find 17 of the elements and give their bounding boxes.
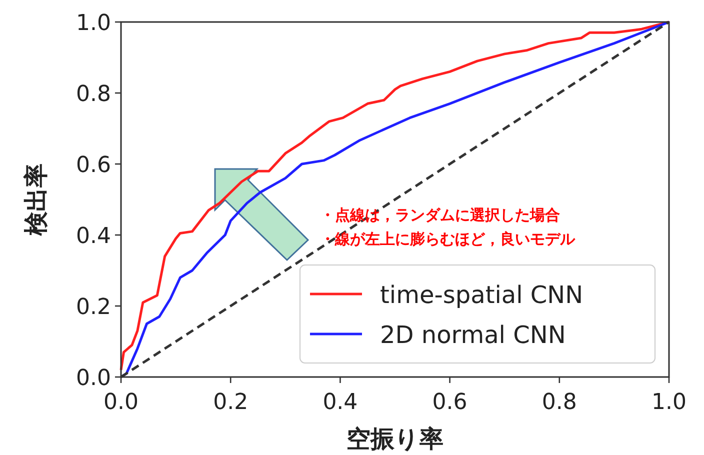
annotation: ・線が左上に膨らむほど，良いモデル [320, 230, 576, 248]
y-tick-label: 0.8 [76, 82, 111, 107]
y-axis-title: 検出率 [22, 164, 50, 236]
x-tick-label: 0.0 [104, 390, 138, 415]
y-tick-label: 0.4 [76, 224, 111, 249]
legend-label: 2D normal CNN [380, 321, 566, 349]
y-tick-label: 1.0 [76, 11, 111, 36]
x-tick-label: 0.6 [432, 390, 468, 415]
x-tick-label: 0.2 [213, 390, 248, 415]
legend-label: time-spatial CNN [380, 281, 584, 309]
y-tick-label: 0.6 [76, 153, 111, 178]
x-tick-label: 0.8 [542, 390, 577, 415]
x-tick-label: 1.0 [652, 390, 686, 415]
x-tick-label: 0.4 [322, 390, 358, 415]
y-tick-label: 0.0 [76, 366, 111, 391]
x-axis-title: 空振り率 [346, 425, 444, 453]
y-tick-label: 0.2 [76, 295, 111, 320]
